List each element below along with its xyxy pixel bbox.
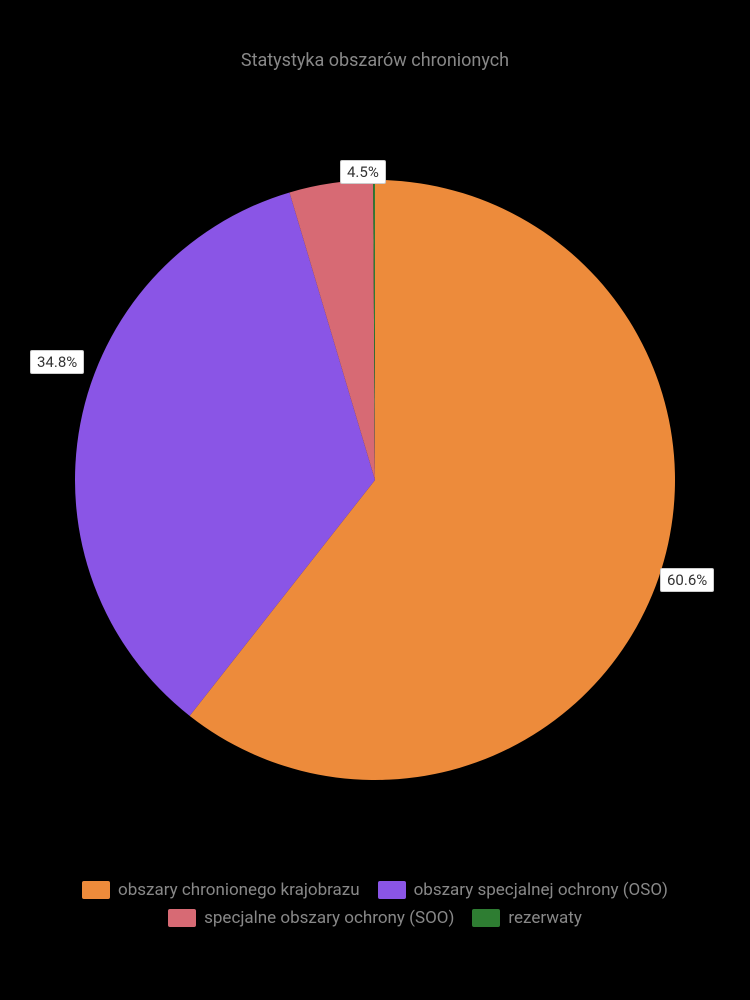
pie-chart-container — [75, 180, 675, 780]
legend-label: obszary specjalnej ochrony (OSO) — [414, 880, 668, 900]
legend: obszary chronionego krajobrazu obszary sp… — [0, 880, 750, 928]
legend-item: obszary chronionego krajobrazu — [82, 880, 360, 900]
slice-label-specjalne_obszary: 4.5% — [340, 160, 386, 184]
legend-item: obszary specjalnej ochrony (OSO) — [378, 880, 668, 900]
legend-label: specjalne obszary ochrony (SOO) — [204, 908, 454, 928]
legend-item: rezerwaty — [472, 908, 581, 928]
legend-swatch — [472, 909, 500, 927]
slice-label-obszary_chronionego: 60.6% — [660, 568, 714, 592]
legend-label: obszary chronionego krajobrazu — [118, 880, 360, 900]
legend-label: rezerwaty — [508, 908, 581, 928]
legend-swatch — [168, 909, 196, 927]
pie-chart — [75, 180, 675, 780]
legend-swatch — [378, 881, 406, 899]
legend-item: specjalne obszary ochrony (SOO) — [168, 908, 454, 928]
chart-title: Statystyka obszarów chronionych — [0, 50, 750, 71]
slice-label-obszary_specjalnej: 34.8% — [30, 350, 84, 374]
legend-swatch — [82, 881, 110, 899]
